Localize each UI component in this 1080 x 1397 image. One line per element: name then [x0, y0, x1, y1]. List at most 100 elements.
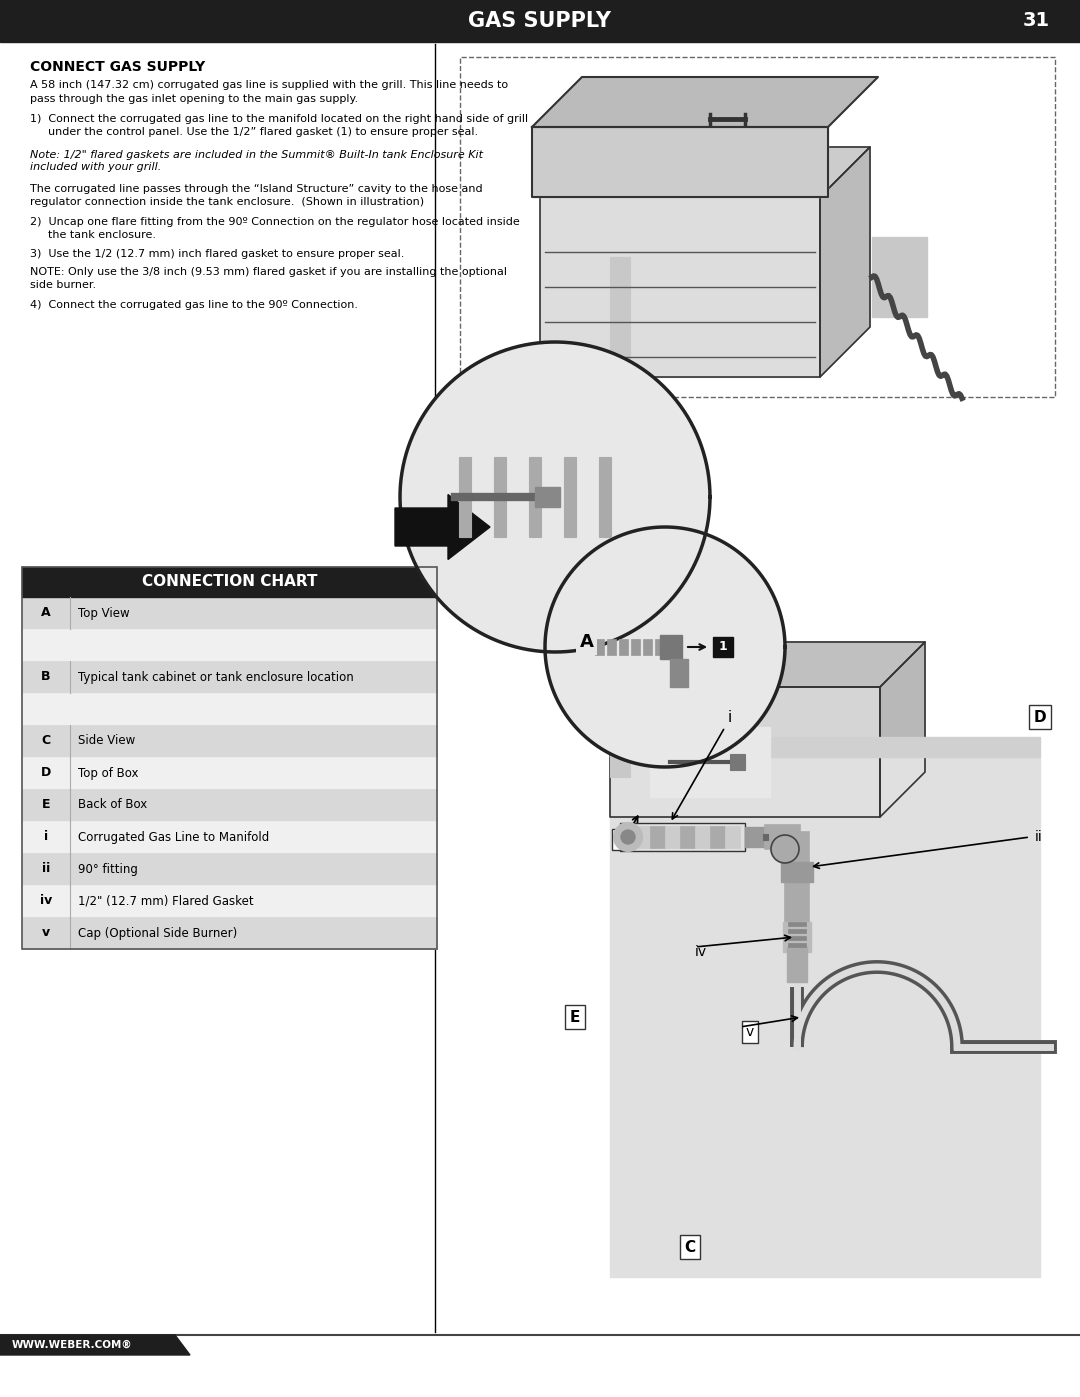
- Bar: [730, 754, 745, 770]
- Text: the tank enclosure.: the tank enclosure.: [48, 231, 156, 240]
- Bar: [599, 457, 611, 536]
- Bar: [788, 943, 806, 947]
- Bar: [713, 637, 733, 657]
- Bar: [745, 827, 765, 847]
- Bar: [550, 707, 1059, 1327]
- Bar: [607, 638, 616, 655]
- Bar: [696, 826, 710, 848]
- Text: Cap (Optional Side Burner): Cap (Optional Side Burner): [78, 926, 238, 940]
- Bar: [22, 789, 437, 821]
- Text: Back of Box: Back of Box: [78, 799, 147, 812]
- Bar: [631, 638, 640, 655]
- Text: 3)  Use the 1/2 (12.7 mm) inch flared gasket to ensure proper seal.: 3) Use the 1/2 (12.7 mm) inch flared gas…: [30, 249, 404, 258]
- Text: Typical tank cabinet or tank enclosure location: Typical tank cabinet or tank enclosure l…: [78, 671, 354, 683]
- Bar: [680, 826, 696, 848]
- Bar: [22, 757, 437, 789]
- Text: pass through the gas inlet opening to the main gas supply.: pass through the gas inlet opening to th…: [30, 94, 359, 103]
- Polygon shape: [0, 1336, 190, 1355]
- Text: E: E: [42, 799, 51, 812]
- Bar: [619, 638, 627, 655]
- Text: WWW.WEBER.COM®: WWW.WEBER.COM®: [12, 1340, 133, 1350]
- Text: Top View: Top View: [78, 606, 130, 619]
- Text: C: C: [685, 1239, 696, 1255]
- Text: 90° fitting: 90° fitting: [78, 862, 138, 876]
- Bar: [22, 629, 437, 661]
- Bar: [22, 725, 437, 757]
- Bar: [22, 567, 437, 597]
- Bar: [450, 52, 1070, 687]
- Text: 1)  Connect the corrugated gas line to the manifold located on the right hand si: 1) Connect the corrugated gas line to th…: [30, 115, 528, 124]
- Circle shape: [615, 823, 642, 851]
- Polygon shape: [610, 687, 880, 817]
- Text: Side View: Side View: [78, 735, 135, 747]
- Text: A: A: [580, 633, 594, 651]
- Text: Corrugated Gas Line to Manifold: Corrugated Gas Line to Manifold: [78, 830, 269, 844]
- Text: ii: ii: [1035, 830, 1043, 844]
- Text: included with your grill.: included with your grill.: [30, 162, 161, 172]
- Bar: [529, 457, 541, 536]
- Text: D: D: [1034, 710, 1047, 725]
- Bar: [643, 638, 652, 655]
- Text: GAS SUPPLY: GAS SUPPLY: [469, 11, 611, 31]
- Bar: [781, 862, 813, 882]
- Text: v: v: [746, 1025, 754, 1039]
- Bar: [787, 947, 807, 982]
- Polygon shape: [532, 127, 828, 197]
- Bar: [0, 0, 1080, 42]
- Bar: [460, 57, 1055, 397]
- Text: under the control panel. Use the 1/2” flared gasket (1) to ensure proper seal.: under the control panel. Use the 1/2” fl…: [48, 127, 478, 137]
- Text: side burner.: side burner.: [30, 279, 96, 291]
- Text: Note: 1/2" flared gaskets are included in the Summit® Built-In tank Enclosure Ki: Note: 1/2" flared gaskets are included i…: [30, 149, 483, 161]
- Text: CONNECTION CHART: CONNECTION CHART: [141, 574, 318, 590]
- Text: 4)  Connect the corrugated gas line to the 90º Connection.: 4) Connect the corrugated gas line to th…: [30, 300, 357, 310]
- Text: i: i: [44, 830, 49, 844]
- Polygon shape: [820, 147, 870, 377]
- Text: A: A: [41, 606, 51, 619]
- Bar: [710, 826, 725, 848]
- Bar: [459, 457, 471, 536]
- Polygon shape: [880, 643, 924, 817]
- Bar: [788, 929, 806, 933]
- Bar: [535, 488, 561, 507]
- Polygon shape: [545, 527, 785, 767]
- Text: B: B: [41, 671, 51, 683]
- Bar: [654, 638, 664, 655]
- Bar: [22, 597, 437, 629]
- FancyArrow shape: [395, 495, 490, 560]
- Bar: [22, 567, 437, 949]
- Bar: [783, 922, 811, 951]
- Bar: [620, 823, 745, 851]
- Bar: [22, 693, 437, 725]
- Bar: [670, 659, 688, 687]
- Bar: [564, 457, 576, 536]
- Text: E: E: [570, 1010, 580, 1024]
- Bar: [494, 457, 507, 536]
- Bar: [595, 638, 604, 655]
- Text: The corrugated line passes through the “Island Structure” cavity to the hose and: The corrugated line passes through the “…: [30, 184, 483, 194]
- Bar: [762, 834, 768, 840]
- Text: iv: iv: [696, 944, 707, 958]
- Bar: [765, 826, 800, 849]
- Bar: [788, 922, 806, 926]
- Text: NOTE: Only use the 3/8 inch (9.53 mm) flared gasket if you are installing the op: NOTE: Only use the 3/8 inch (9.53 mm) fl…: [30, 267, 507, 277]
- Bar: [620, 826, 635, 848]
- Bar: [660, 636, 681, 659]
- Polygon shape: [610, 643, 924, 687]
- Bar: [650, 726, 770, 798]
- Bar: [610, 257, 630, 777]
- Bar: [785, 833, 809, 922]
- Text: 2)  Uncap one flare fitting from the 90º Connection on the regulator hose locate: 2) Uncap one flare fitting from the 90º …: [30, 217, 519, 226]
- Bar: [635, 826, 650, 848]
- Text: regulator connection inside the tank enclosure.  (Shown in illustration): regulator connection inside the tank enc…: [30, 197, 424, 207]
- Polygon shape: [540, 147, 870, 197]
- Circle shape: [621, 830, 635, 844]
- Bar: [22, 821, 437, 854]
- Bar: [665, 826, 680, 848]
- Bar: [22, 854, 437, 886]
- Text: 1/2" (12.7 mm) Flared Gasket: 1/2" (12.7 mm) Flared Gasket: [78, 894, 254, 908]
- Text: D: D: [41, 767, 51, 780]
- Text: v: v: [42, 926, 50, 940]
- Text: 31: 31: [1023, 11, 1050, 31]
- Text: A 58 inch (147.32 cm) corrugated gas line is supplied with the grill. This line : A 58 inch (147.32 cm) corrugated gas lin…: [30, 80, 508, 89]
- Text: i: i: [728, 710, 732, 725]
